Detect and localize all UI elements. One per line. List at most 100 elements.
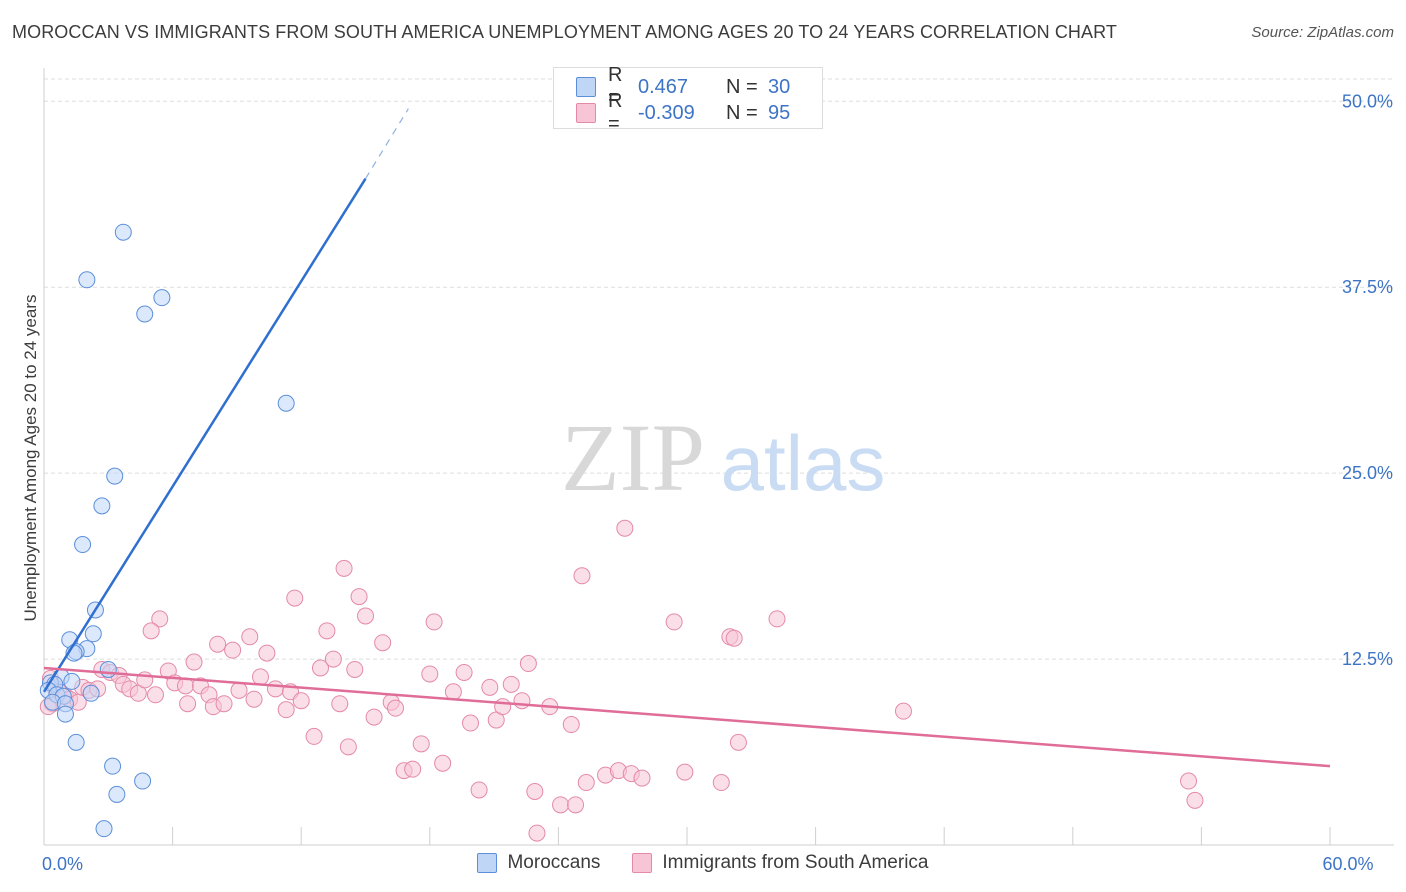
- immigrants-point: [729, 733, 747, 751]
- source-value: ZipAtlas.com: [1307, 24, 1394, 41]
- source-credit: Source: ZipAtlas.com: [1251, 24, 1394, 41]
- immigrants-point: [286, 589, 304, 607]
- legend-swatch-moroccans: [477, 853, 498, 873]
- moroccans-point: [56, 705, 74, 723]
- immigrants-point: [318, 622, 336, 640]
- immigrants-point: [365, 708, 383, 726]
- immigrants-point: [712, 774, 730, 792]
- moroccans-point: [114, 223, 132, 241]
- immigrants-point: [577, 774, 595, 792]
- immigrants-point: [357, 607, 374, 625]
- immigrants-point: [725, 629, 743, 647]
- immigrants-point: [421, 665, 439, 683]
- watermark: ZIP atlas: [561, 404, 885, 511]
- tick-labels: 12.5% 25.0% 37.5% 50.0% 0.0% 60.0%: [42, 91, 1393, 874]
- legend-swatch-pink: [576, 103, 596, 123]
- immigrants-point: [251, 668, 269, 686]
- immigrants-point: [209, 635, 227, 653]
- immigrants-point: [513, 692, 531, 710]
- immigrants-point: [519, 655, 537, 673]
- y-tick-label: 12.5%: [1342, 649, 1393, 669]
- immigrants-point: [324, 650, 342, 668]
- moroccans-trend-line: [42, 177, 367, 693]
- immigrants-point: [230, 681, 248, 699]
- chart-title: MOROCCAN VS IMMIGRANTS FROM SOUTH AMERIC…: [12, 22, 1117, 42]
- legend-n-value: 95: [768, 101, 791, 124]
- immigrants-point: [292, 692, 310, 710]
- immigrants-point: [676, 763, 694, 781]
- immigrants-point: [258, 644, 276, 662]
- watermark-zip: ZIP: [561, 404, 705, 511]
- correlation-legend: R = 0.467 N = 30 R = -0.309 N = 95: [553, 64, 823, 135]
- immigrants-point: [444, 683, 462, 701]
- immigrants-point: [616, 519, 634, 537]
- immigrants-point: [894, 702, 912, 720]
- immigrants-point: [633, 769, 651, 787]
- moroccans-point: [84, 625, 102, 643]
- immigrants-point: [455, 663, 473, 681]
- immigrants-point: [502, 675, 520, 693]
- immigrants-point: [350, 588, 368, 606]
- legend-r-value: -0.309: [638, 101, 695, 124]
- immigrants-point: [277, 701, 295, 719]
- immigrants-point: [374, 634, 392, 652]
- moroccans-trend-extension: [364, 108, 409, 179]
- moroccans-point: [63, 672, 81, 690]
- moroccans-point: [277, 394, 295, 412]
- immigrants-point: [151, 610, 169, 628]
- immigrants-point: [339, 738, 357, 756]
- immigrants-point: [331, 695, 349, 713]
- immigrants-point: [481, 678, 499, 696]
- immigrants-point: [434, 754, 452, 772]
- watermark-atlas: atlas: [721, 419, 886, 507]
- immigrants-point: [311, 659, 329, 677]
- moroccans-point: [108, 785, 126, 803]
- immigrants-point: [768, 610, 786, 628]
- series-moroccans: [39, 223, 295, 838]
- y-tick-label: 25.0%: [1342, 463, 1393, 483]
- legend-item-moroccans: Moroccans: [477, 852, 600, 874]
- immigrants-point: [215, 695, 233, 713]
- legend-swatch-immigrants: [632, 853, 653, 873]
- immigrants-point: [425, 613, 443, 631]
- immigrants-point: [146, 686, 164, 704]
- immigrants-point: [185, 653, 203, 671]
- immigrants-point: [404, 760, 422, 778]
- legend-swatch-blue: [576, 77, 596, 97]
- moroccans-point: [93, 497, 111, 515]
- immigrants-point: [528, 824, 546, 842]
- immigrants-point: [494, 698, 512, 716]
- moroccans-point: [134, 772, 152, 790]
- immigrants-point: [241, 628, 259, 646]
- legend-row-immigrants: R = -0.309 N = 95: [576, 90, 791, 135]
- immigrants-point: [179, 695, 197, 713]
- immigrants-point: [412, 735, 430, 753]
- moroccans-point: [104, 757, 122, 775]
- immigrants-point: [1180, 772, 1198, 790]
- immigrants-point: [387, 699, 405, 717]
- immigrants-point: [552, 796, 570, 814]
- moroccans-point: [82, 684, 100, 702]
- immigrants-point: [245, 690, 263, 708]
- x-tick-label: 60.0%: [1322, 854, 1373, 874]
- axes: [43, 68, 1394, 846]
- legend-row-moroccans: R = 0.467 N = 30: [576, 64, 790, 109]
- y-tick-label: 37.5%: [1342, 277, 1393, 297]
- immigrants-point: [562, 716, 580, 734]
- source-label: Source:: [1251, 24, 1304, 41]
- immigrants-point: [665, 613, 683, 631]
- legend-label-moroccans: Moroccans: [507, 852, 601, 873]
- moroccans-point: [136, 305, 154, 323]
- y-axis-label: Unemployment Among Ages 20 to 24 years: [21, 294, 40, 622]
- moroccans-point: [95, 820, 113, 838]
- immigrants-point: [526, 782, 544, 800]
- y-tick-label: 50.0%: [1342, 91, 1393, 111]
- immigrants-point: [573, 567, 591, 585]
- immigrants-point: [305, 727, 323, 745]
- immigrants-point: [470, 781, 488, 799]
- moroccans-point: [99, 660, 117, 678]
- immigrants-point: [142, 622, 160, 640]
- legend-r-value: 0.467: [638, 75, 689, 98]
- immigrants-point: [567, 796, 585, 814]
- immigrants-point: [266, 680, 284, 698]
